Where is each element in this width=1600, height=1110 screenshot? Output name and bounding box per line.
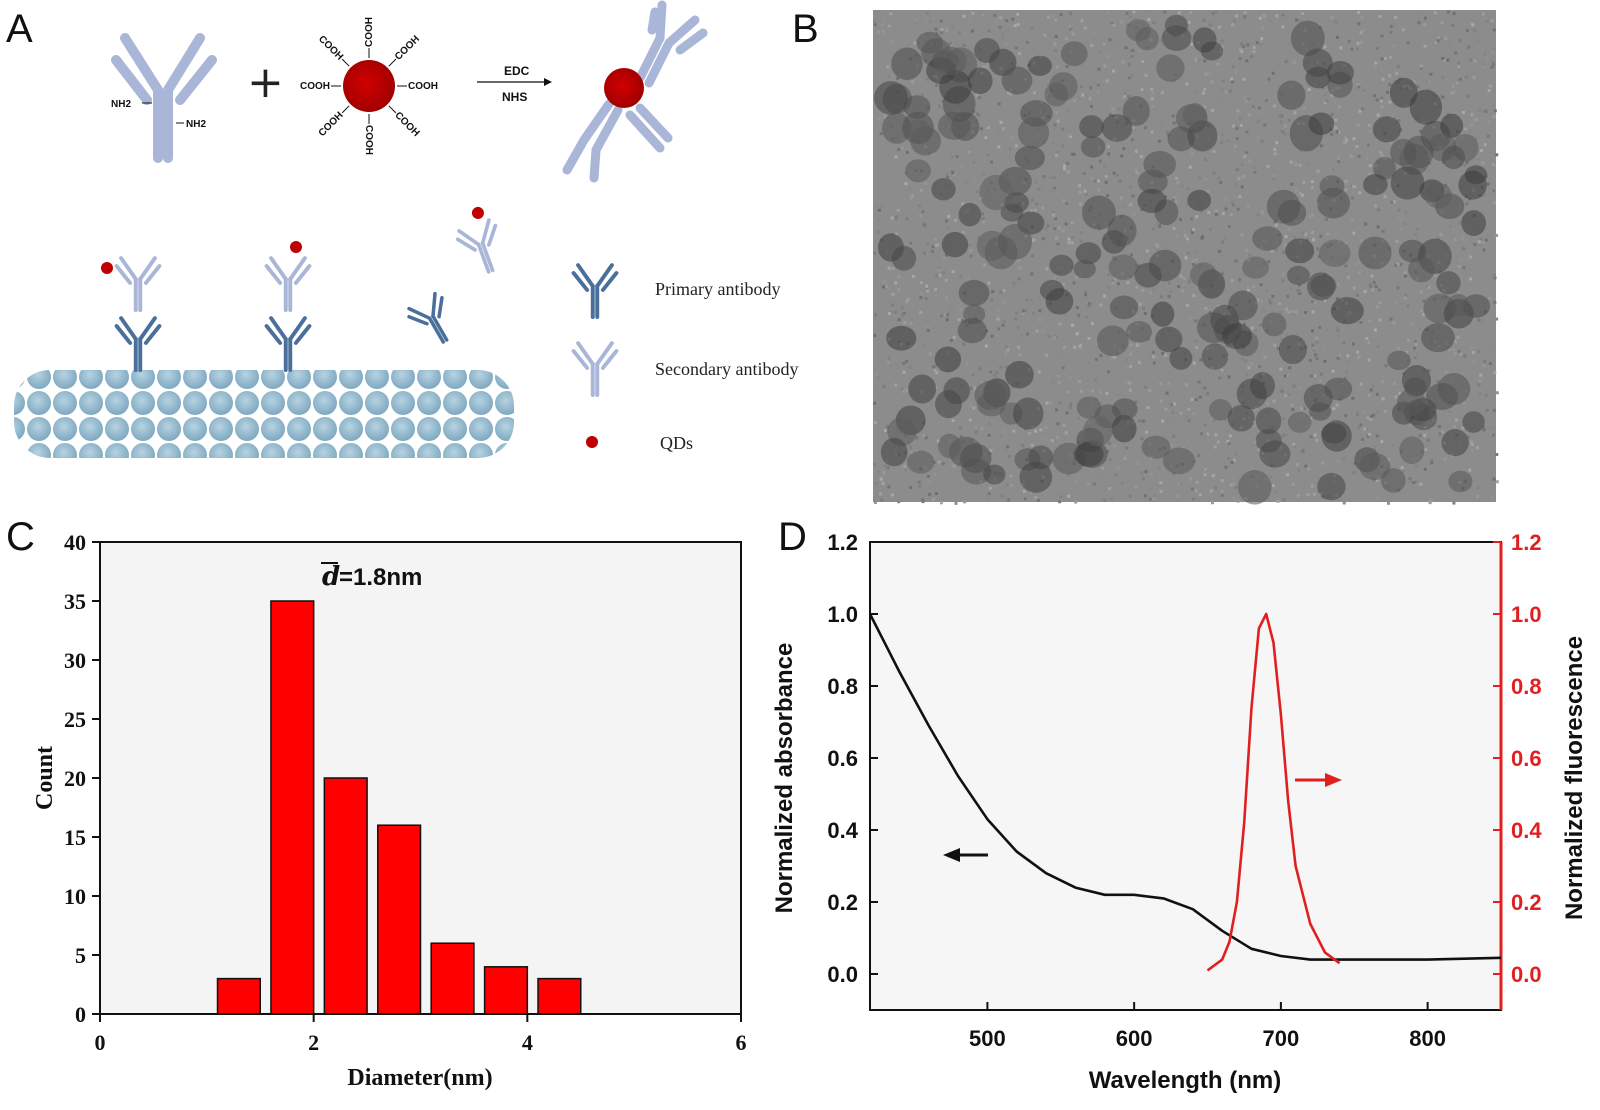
y-tick-label-c: 25 (64, 707, 86, 732)
plus-sign: + (247, 57, 284, 108)
y-tick-label-d: 0.4 (827, 818, 858, 843)
legend-qds-label: QDs (660, 433, 693, 453)
carboxyl-label: COOH (392, 110, 421, 139)
reagent-edc: EDC (504, 64, 530, 78)
y-tick-label-d: 0.8 (827, 674, 858, 699)
amine-label-left: NH2 (111, 99, 131, 110)
x-tick-label-d: 500 (969, 1026, 1006, 1051)
x-tick-label-c: 0 (95, 1030, 106, 1055)
y-tick-label-d: 1.0 (827, 602, 858, 627)
mean-annotation: d =1.8nm (321, 562, 422, 592)
histogram-bar (216, 977, 261, 1015)
x-tick-label-c: 6 (736, 1030, 747, 1055)
carboxyl-label: COOH (408, 81, 438, 92)
qd-dot (101, 262, 113, 274)
legend-secondary-label: Secondary antibody (655, 359, 798, 379)
conjugated-qd (604, 68, 644, 108)
tem-particles (873, 10, 1499, 505)
amine-label-right: NH2 (186, 119, 206, 130)
y-tick-label-d-right: 0.0 (1511, 962, 1542, 987)
panel-label-a: A (6, 7, 33, 51)
y-tick-label-d-right: 1.2 (1511, 530, 1542, 555)
qd-core (343, 60, 395, 112)
bound-complex-2 (267, 241, 310, 370)
histogram-bar (377, 824, 422, 1015)
histogram-bar (483, 966, 529, 1015)
fluorescence-arrow (1295, 773, 1342, 787)
y-tick-label-c: 40 (64, 530, 86, 555)
y-tick-label-c: 10 (64, 884, 86, 909)
y-axis-label-c: Count (32, 746, 58, 810)
histogram-bar (537, 977, 582, 1015)
x-tick-label-c: 2 (308, 1030, 319, 1055)
y-tick-label-d-right: 0.6 (1511, 746, 1542, 771)
y-tick-label-d-right: 0.4 (1511, 818, 1542, 843)
panel-label-b: B (792, 7, 819, 51)
y-tick-label-d-right: 1.0 (1511, 602, 1542, 627)
x-axis-label-c: Diameter(nm) (347, 1065, 492, 1091)
y-tick-label-d: 0.6 (827, 746, 858, 771)
x-tick-label-d: 600 (1116, 1026, 1153, 1051)
histogram-bar (270, 600, 315, 1015)
x-axis-label-d: Wavelength (nm) (1089, 1067, 1281, 1094)
antibody-reactant (111, 33, 217, 163)
carboxyl-label: COOH (316, 34, 345, 63)
y-tick-label-c: 20 (64, 766, 86, 791)
free-primary (406, 292, 462, 351)
y-tick-label-d-right: 0.2 (1511, 890, 1542, 915)
bound-complex-1 (101, 258, 159, 370)
x-tick-label-d: 700 (1263, 1026, 1300, 1051)
fluorescence-line (1206, 612, 1341, 972)
reagent-nhs: NHS (502, 90, 527, 104)
histogram-bar (323, 777, 368, 1015)
carboxyl-qd: COOH COOH COOH COOH COOH COOH COOH COOH (300, 17, 438, 155)
y-tick-label-c: 0 (75, 1002, 86, 1027)
y-tick-label-d: 1.2 (827, 530, 858, 555)
panel-label-c: C (6, 515, 35, 559)
carboxyl-label: COOH (317, 110, 346, 139)
panel-d: D 0.0 0.2 0.4 0.6 0.8 1.0 1.2 0.0 0.2 0.4 0.6 0.8 1… (771, 515, 1588, 1094)
free-secondary (450, 206, 510, 278)
y-tick-label-c: 30 (64, 648, 86, 673)
qd-dot (290, 241, 302, 253)
plot-area-d (869, 541, 1502, 1011)
carboxyl-label: COOH (364, 17, 375, 47)
annotation-value: =1.8nm (339, 564, 422, 591)
histogram-bar (430, 942, 475, 1015)
panel-c: C 0 5 10 15 20 25 30 35 40 0 2 4 6 d =1.8nm Diamete… (6, 515, 747, 1091)
carboxyl-label: COOH (393, 34, 422, 63)
carboxyl-label: COOH (300, 81, 330, 92)
y-tick-label-c: 5 (75, 943, 86, 968)
x-tick-label-d: 800 (1409, 1026, 1446, 1051)
legend-qd-dot (586, 436, 598, 448)
y-tick-label-d: 0.2 (827, 890, 858, 915)
absorbance-line (868, 613, 1502, 961)
y-tick-label-c: 35 (64, 589, 86, 614)
absorbance-arrow (943, 848, 988, 862)
panel-label-d: D (778, 515, 807, 559)
y-tick-label-c: 15 (64, 825, 86, 850)
panel-a: A NH2 NH2 + COOHCOOHCOOHCOOHCOOHCOOHCOOH… (6, 0, 798, 458)
reaction-arrow: EDC NHS (477, 64, 552, 104)
qd-dot (471, 206, 484, 219)
conjugate-product (562, 0, 708, 183)
annotation-symbol: d (322, 562, 340, 592)
microtubule-substrate (14, 370, 514, 458)
y-tick-label-d-right: 0.8 (1511, 674, 1542, 699)
legend: Primary antibody Secondary antibody QDs (574, 265, 798, 453)
y-tick-label-d: 0.0 (827, 962, 858, 987)
y-axis-label-d: Normalized absorbance (771, 643, 798, 914)
panel-b: B (792, 7, 1499, 505)
legend-primary-label: Primary antibody (655, 279, 780, 299)
y-axis-label-d-right: Normalized fluorescence (1561, 636, 1588, 920)
x-tick-label-c: 4 (522, 1030, 533, 1055)
carboxyl-label: COOH (363, 125, 374, 155)
